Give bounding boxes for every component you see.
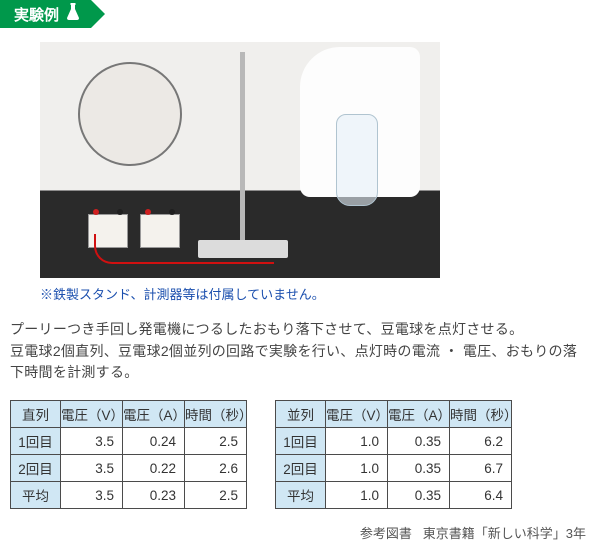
cell-a: 0.35 [388,455,450,482]
cell-t: 2.6 [185,455,247,482]
cell-v: 1.0 [326,482,388,509]
reference-line: 参考図書 東京書籍「新しい科学」3年 [0,523,586,542]
cell-a: 0.35 [388,428,450,455]
row-label: 1回目 [276,428,326,455]
cell-t: 6.2 [450,428,512,455]
row-label: 1回目 [11,428,61,455]
col-time: 時間（秒） [450,401,512,428]
experiment-photo-block: ※鉄製スタンド、計測器等は付属していません。 [40,42,440,303]
photo-caption: ※鉄製スタンド、計測器等は付属していません。 [40,284,440,303]
series-circuit-table: 直列 電圧（V） 電圧（A） 時間（秒） 1回目 3.5 0.24 2.5 2回… [10,400,247,509]
col-current: 電圧（A） [123,401,185,428]
series-title-cell: 直列 [11,401,61,428]
parallel-title-cell: 並列 [276,401,326,428]
col-voltage: 電圧（V） [61,401,123,428]
table-row: 2回目 3.5 0.22 2.6 [11,455,247,482]
cell-a: 0.24 [123,428,185,455]
section-badge: 実験例 [0,0,91,28]
table-row: 2回目 1.0 0.35 6.7 [276,455,512,482]
row-label: 2回目 [11,455,61,482]
results-tables: 直列 電圧（V） 電圧（A） 時間（秒） 1回目 3.5 0.24 2.5 2回… [10,400,590,509]
cell-a: 0.35 [388,482,450,509]
photo-stand-pole [240,52,245,257]
cell-v: 3.5 [61,455,123,482]
table-row: 平均 1.0 0.35 6.4 [276,482,512,509]
cell-v: 3.5 [61,482,123,509]
parallel-circuit-table: 並列 電圧（V） 電圧（A） 時間（秒） 1回目 1.0 0.35 6.2 2回… [275,400,512,509]
photo-red-wire [94,234,274,264]
cell-v: 1.0 [326,455,388,482]
photo-zoom-inset [78,62,182,166]
cell-v: 1.0 [326,428,388,455]
cell-a: 0.23 [123,482,185,509]
experiment-description: プーリーつき手回し発電機につるしたおもり落下させて、豆電球を点灯させる。 豆電球… [10,319,590,384]
col-voltage: 電圧（V） [326,401,388,428]
row-label: 2回目 [276,455,326,482]
flask-icon [65,3,81,25]
row-label: 平均 [276,482,326,509]
reference-label: 参考図書 [360,526,412,541]
experiment-photo [40,42,440,278]
photo-bottle [336,114,378,206]
table-row: 1回目 1.0 0.35 6.2 [276,428,512,455]
table-header-row: 直列 電圧（V） 電圧（A） 時間（秒） [11,401,247,428]
col-current: 電圧（A） [388,401,450,428]
cell-a: 0.22 [123,455,185,482]
section-badge-label: 実験例 [14,4,59,25]
description-line-1: プーリーつき手回し発電機につるしたおもり落下させて、豆電球を点灯させる。 [10,321,523,337]
cell-v: 3.5 [61,428,123,455]
cell-t: 6.7 [450,455,512,482]
table-header-row: 並列 電圧（V） 電圧（A） 時間（秒） [276,401,512,428]
table-row: 1回目 3.5 0.24 2.5 [11,428,247,455]
col-time: 時間（秒） [185,401,247,428]
reference-source: 東京書籍「新しい科学」3年 [423,526,586,541]
row-label: 平均 [11,482,61,509]
table-row: 平均 3.5 0.23 2.5 [11,482,247,509]
cell-t: 2.5 [185,482,247,509]
description-line-2: 豆電球2個直列、豆電球2個並列の回路で実験を行い、点灯時の電流 ・ 電圧、おもり… [10,343,577,381]
cell-t: 6.4 [450,482,512,509]
cell-t: 2.5 [185,428,247,455]
